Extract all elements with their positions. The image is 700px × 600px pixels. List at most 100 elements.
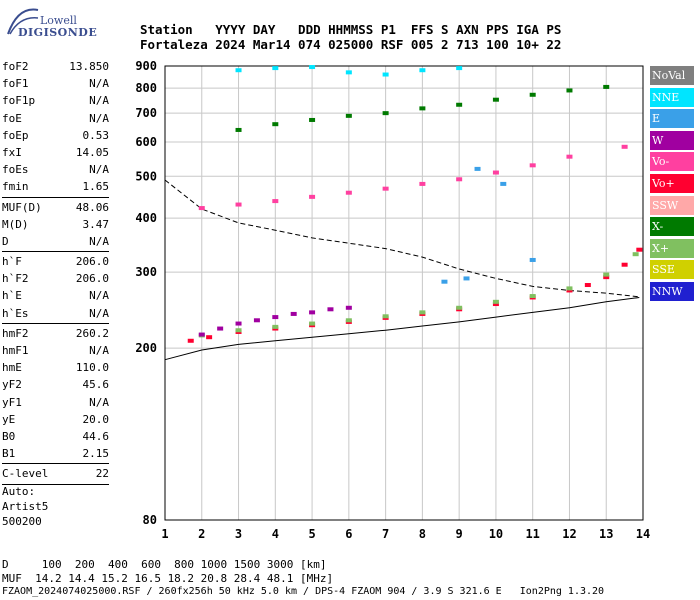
legend-item-nnw: NNW [650,281,694,301]
param-name: yF1 [2,395,22,409]
auto-info: Auto: Artist5 500200 [2,484,48,529]
param-row-b1: B1 2.15 [2,445,109,462]
param-value: 0.53 [82,128,110,142]
trace-point-vo [198,206,205,211]
trace-point-vo [492,170,499,175]
param-name: fxI [2,145,22,159]
param-divider [2,251,109,253]
param-value: N/A [89,163,109,177]
y-tick-label: 800 [135,81,157,95]
trace-point-vo [529,163,536,168]
param-value: 22 [95,467,109,481]
trace-point-x [235,127,242,132]
param-name: C-level [2,467,49,481]
muf-table: D 100 200 400 600 800 1000 1500 3000 [km… [2,558,333,586]
param-value: 14.05 [75,145,109,159]
logo-line2: DIGISONDE [18,26,98,39]
param-name: yF2 [2,378,22,392]
param-row-yf2: yF2 45.6 [2,376,109,393]
param-row-hf: h`F 206.0 [2,253,109,270]
param-value: N/A [89,344,109,357]
param-value: 206.0 [75,272,109,286]
logo-line1: Lowell [40,14,77,27]
logo-icon [7,8,39,35]
trace-point-x [566,286,573,291]
param-row-b0: B0 44.6 [2,428,109,445]
trace-point-x [603,84,610,89]
param-value: 48.06 [75,200,109,214]
param-name: h`E [2,289,22,303]
param-row-fof2: foF2 13.850 [2,58,109,75]
trace-point-x [272,324,279,329]
trace-point-vo [492,302,499,307]
trace-point-x [345,113,352,118]
dashed-profile-line [164,179,640,298]
param-name: hmF2 [2,326,29,340]
param-row-fxi: fxI 14.05 [2,144,109,161]
trace-point-x [235,328,242,333]
x-tick-label: 7 [382,527,389,541]
param-value: 110.0 [75,361,109,375]
trace-point-vo [456,177,463,182]
param-name: h`Es [2,306,29,320]
trace-point-vo [309,194,316,199]
x-tick-label: 4 [272,527,279,541]
param-value: 45.6 [82,378,110,392]
legend-item-ssw: SSW [650,195,694,215]
param-value: 44.6 [82,429,110,443]
legend-item-noval: NoVal [650,66,694,85]
param-row-hes: h`Es N/A [2,305,109,322]
trace-point-vo [584,283,591,288]
param-name: foF1p [2,94,36,108]
y-tick-label: 900 [135,59,157,73]
legend-item-vo: Vo+ [650,173,694,193]
plot-frame [164,65,644,521]
param-name: foE [2,111,22,125]
param-row-mufd: MUF(D) 48.06 [2,199,109,216]
param-row-hmf1: hmF1 N/A [2,342,109,359]
param-name: B1 [2,447,16,461]
trace-point-vo [382,186,389,191]
param-name: B0 [2,429,16,443]
x-tick-label: 2 [198,527,205,541]
trace-point-vo [187,338,194,343]
x-tick-label: 1 [161,527,168,541]
trace-point-vo [621,144,628,149]
trace-point-e [529,257,536,262]
param-row-foes: foEs N/A [2,161,109,178]
x-tick-label: 6 [345,527,352,541]
station-header: Station YYYY DAY DDD HHMMSS P1 FFS S AXN… [140,22,561,52]
x-tick-label: 14 [636,527,650,541]
param-name: foF1 [2,77,29,91]
param-row-clevel: C-level 22 [2,465,109,482]
trace-point-x [309,321,316,326]
trace-point-x [566,88,573,93]
solid-profile-line [164,297,640,361]
trace-point-nne [382,72,389,77]
param-divider [2,322,109,324]
x-tick-label: 11 [525,527,539,541]
trace-point-x [309,117,316,122]
trace-point-x [272,122,279,127]
legend: NoVal NNE E W Vo- Vo+ SSW X- X+ SSE NNW [650,66,694,304]
param-value: N/A [89,234,109,248]
trace-point-x [345,318,352,323]
param-row-hmf2: hmF2 260.2 [2,325,109,342]
param-row-d: D N/A [2,233,109,250]
param-value: 206.0 [75,255,109,269]
legend-item-x: X- [650,217,694,237]
trace-point-x [492,97,499,102]
param-name: h`F [2,255,22,269]
param-value: 2.15 [82,447,110,461]
param-row-foe: foE N/A [2,110,109,127]
param-row-foep: foEp 0.53 [2,127,109,144]
trace-point-w [327,307,334,312]
param-value: 3.47 [82,217,110,231]
x-tick-label: 8 [419,527,426,541]
trace-point-e [463,276,470,281]
param-row-md: M(D) 3.47 [2,216,109,233]
param-row-hme: hmE 110.0 [2,359,109,376]
trace-point-nne [456,66,463,71]
trace-point-x [603,272,610,277]
